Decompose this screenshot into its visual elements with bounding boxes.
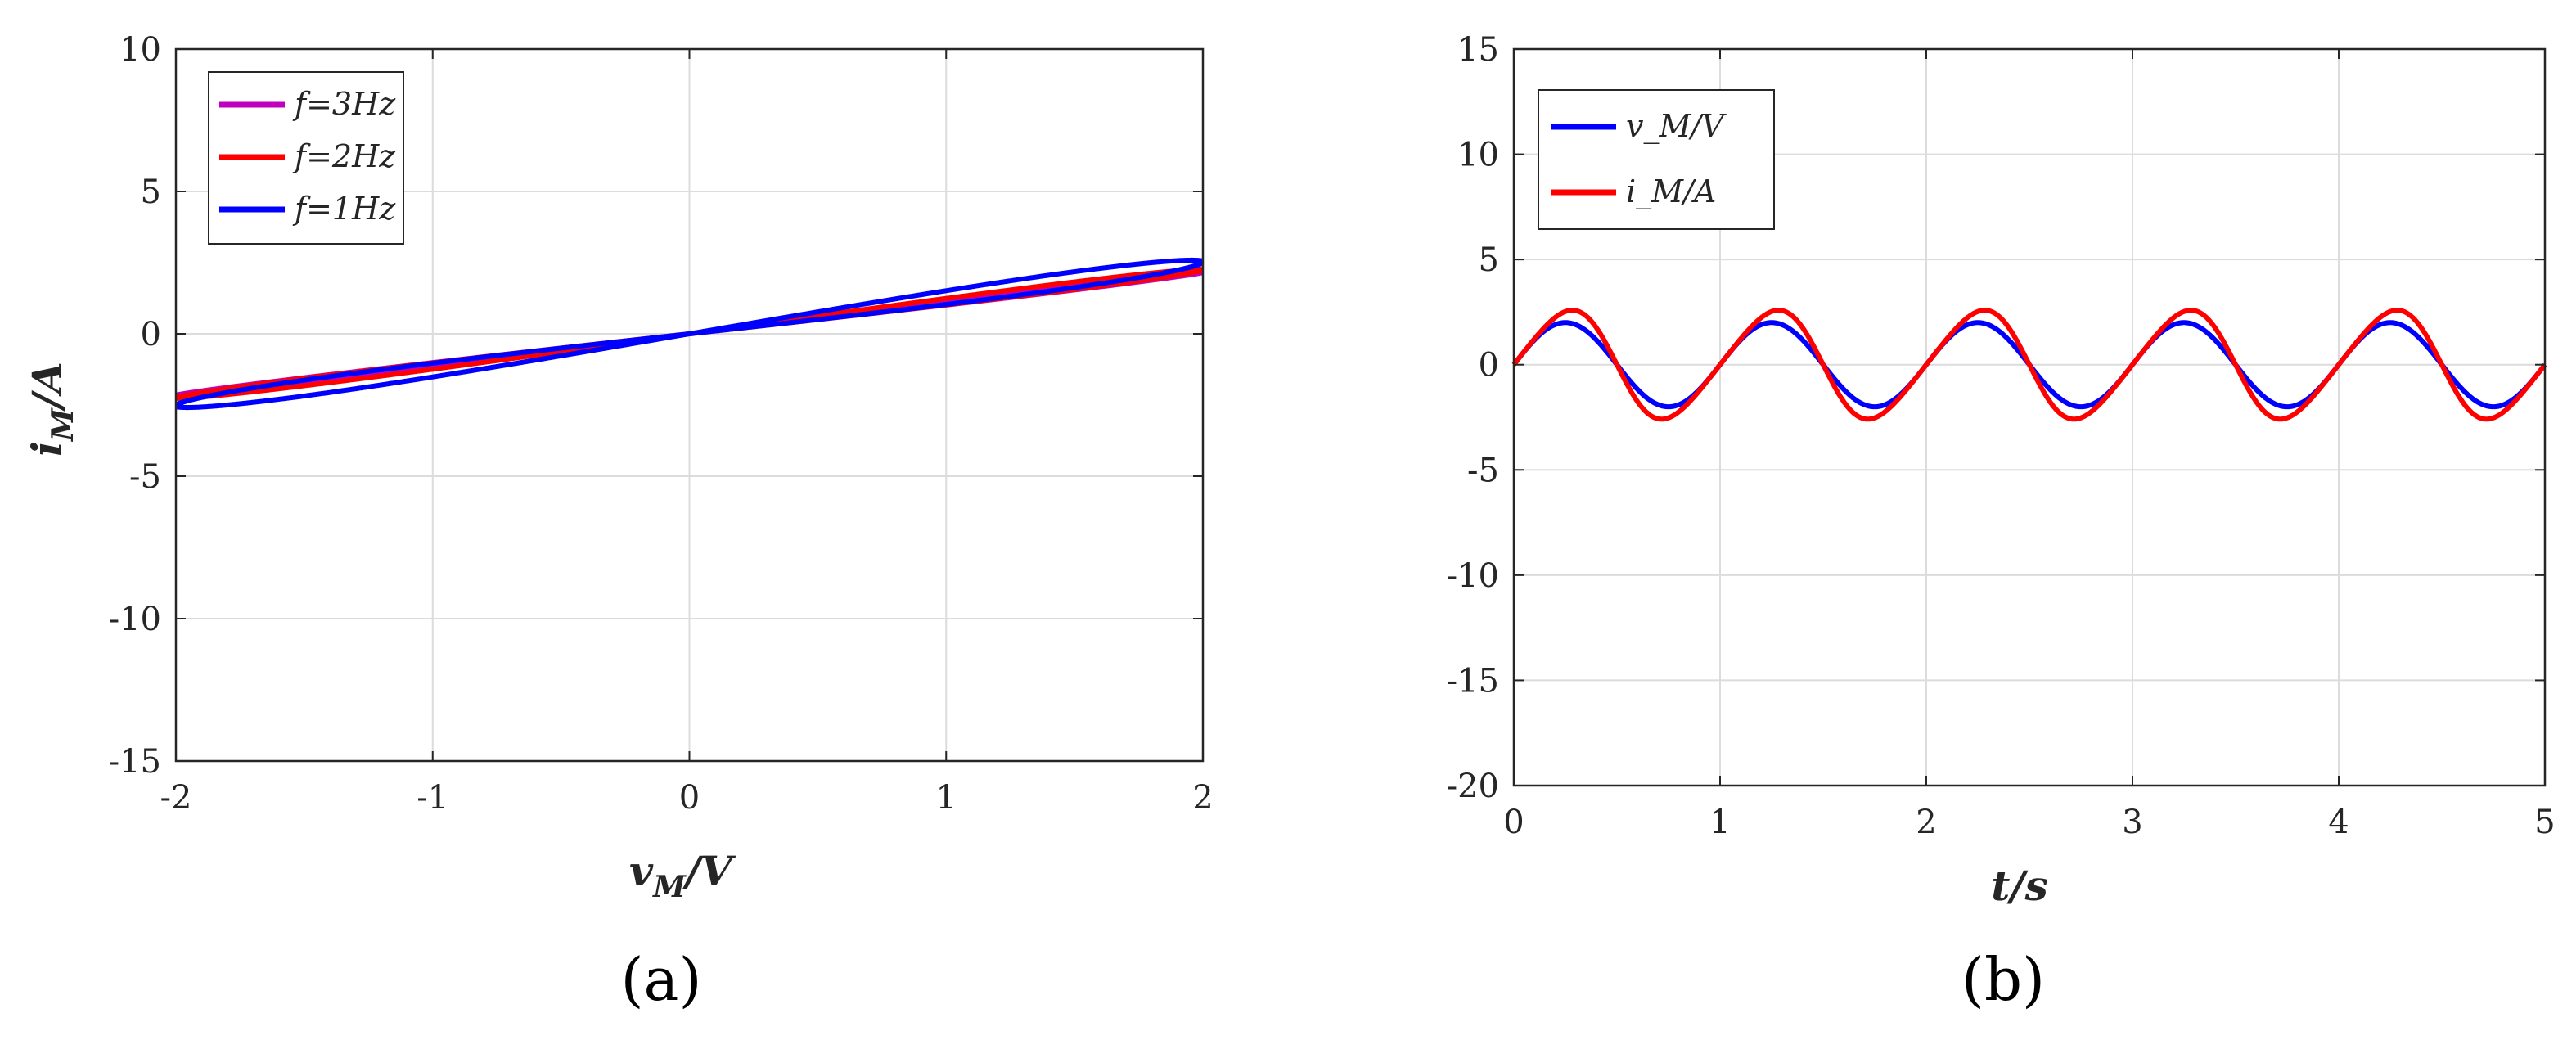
axes-frame [1512,47,2547,787]
chart-b-tick-labels: 0 1 2 3 4 5 -20 -15 -10 -5 0 5 10 15 [1447,31,2556,841]
y-tick-label: -5 [1467,452,1499,489]
chart-b-panel-label: (b) [1961,945,2045,1014]
chart-panel-b: 0 1 2 3 4 5 -20 -15 -10 -5 0 5 10 15 v_M/V i_M/A t/s (… [1447,31,2556,1014]
y-tick-label: -10 [1447,557,1499,595]
chart-a-legend: f=3Hz f=2Hz f=1Hz [208,71,404,245]
y-tick-label: 10 [1457,137,1499,174]
legend-box [1538,89,1775,230]
x-tick-label: 5 [2534,804,2555,841]
y-tick-label: 10 [119,31,161,69]
y-tick-label: 5 [1479,241,1499,279]
x-tick-label: -2 [160,779,192,817]
chart-a-plot-lines [176,257,1203,411]
chart-a-ylabel: iM/A [23,362,80,457]
legend-label: i_M/A [1626,173,1716,210]
legend-label: f=2Hz [292,138,396,174]
legend-label: f=1Hz [292,191,396,227]
chart-b-plot-lines [1511,308,2547,422]
y-tick-label: -15 [1447,662,1499,700]
chart-b-xlabel: t/s [1991,862,2048,910]
y-tick-label: 0 [141,316,161,353]
x-tick-label: 1 [936,779,957,817]
x-tick-label: 4 [2328,804,2349,841]
y-tick-label: -20 [1447,768,1499,805]
x-tick-label: 0 [1503,804,1524,841]
axes-frame [174,47,1205,763]
legend-label: v_M/V [1626,108,1727,145]
y-tick-label: 15 [1457,31,1499,69]
y-tick-label: -15 [109,743,161,781]
x-tick-label: -1 [417,779,448,817]
chart-a-xlabel: vM/V [629,847,736,904]
y-tick-label: 5 [141,173,161,211]
x-tick-label: 1 [1709,804,1730,841]
y-tick-label: -5 [129,458,161,496]
x-tick-label: 2 [1916,804,1936,841]
x-tick-label: 3 [2122,804,2142,841]
x-tick-label: 2 [1192,779,1213,817]
series-line-f=1Hz [176,257,1203,411]
chart-b-legend: v_M/V i_M/A [1538,89,1775,230]
x-tick-label: 0 [679,779,700,817]
chart-a-panel-label: (a) [620,945,701,1014]
y-tick-label: 0 [1479,347,1499,385]
y-tick-label: -10 [109,601,161,638]
series-line-i [1511,308,2547,422]
legend-label: f=3Hz [292,86,396,122]
